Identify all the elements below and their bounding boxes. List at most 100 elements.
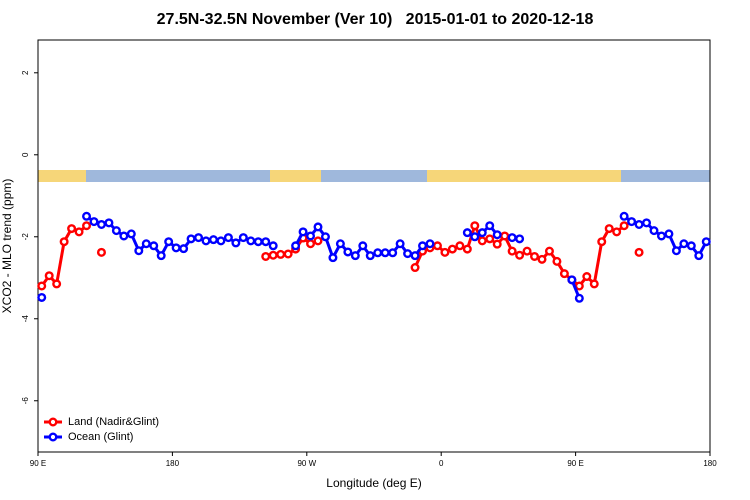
data-point — [119, 231, 129, 241]
data-point — [149, 241, 159, 251]
data-point — [537, 254, 547, 264]
data-point — [634, 247, 644, 257]
data-point — [208, 235, 218, 245]
data-point — [358, 241, 368, 251]
data-point — [492, 239, 502, 249]
data-point — [425, 239, 435, 249]
data-point — [67, 224, 77, 234]
legend-marker — [48, 432, 58, 442]
data-point — [320, 232, 330, 242]
data-point — [313, 222, 323, 232]
data-point — [37, 292, 47, 302]
data-point — [694, 251, 704, 261]
y-tick-label: -6 — [21, 397, 30, 405]
data-point — [462, 244, 472, 254]
data-point — [89, 217, 99, 227]
data-point — [96, 219, 106, 229]
x-tick-label: 90 E — [567, 459, 583, 468]
data-point — [306, 239, 316, 249]
data-point — [552, 256, 562, 266]
data-point — [111, 226, 121, 236]
data-point — [462, 228, 472, 238]
data-point — [574, 281, 584, 291]
data-point — [582, 272, 592, 282]
land-band — [38, 170, 86, 182]
data-point — [96, 247, 106, 257]
data-point — [37, 281, 47, 291]
data-point — [671, 246, 681, 256]
data-point — [634, 219, 644, 229]
land-band — [270, 170, 321, 182]
data-point — [141, 239, 151, 249]
data-point — [664, 229, 674, 239]
y-tick-label: -2 — [21, 233, 30, 241]
x-axis-label: Longitude (deg E) — [326, 476, 421, 490]
data-point — [395, 239, 405, 249]
data-point — [313, 236, 323, 246]
data-point — [306, 231, 316, 241]
data-point — [74, 227, 84, 237]
data-point — [283, 249, 293, 259]
data-point — [574, 293, 584, 303]
data-point — [126, 229, 136, 239]
data-point — [589, 279, 599, 289]
data-point — [522, 246, 532, 256]
data-point — [216, 236, 226, 246]
data-point — [343, 247, 353, 257]
data-point — [223, 233, 233, 243]
data-point — [597, 237, 607, 247]
x-tick-label: 0 — [439, 459, 444, 468]
data-point — [104, 218, 114, 228]
data-point — [447, 244, 457, 254]
data-point — [373, 248, 383, 258]
data-point — [567, 275, 577, 285]
x-tick-label: 180 — [703, 459, 717, 468]
data-point — [261, 251, 271, 261]
data-point — [328, 253, 338, 263]
data-point — [455, 241, 465, 251]
data-point — [507, 233, 517, 243]
data-point — [82, 211, 92, 221]
data-point — [432, 241, 442, 251]
data-point — [403, 249, 413, 259]
data-point — [485, 221, 495, 231]
data-point — [470, 221, 480, 231]
data-point — [52, 279, 62, 289]
plot-frame — [37, 39, 711, 453]
data-point — [268, 241, 278, 251]
data-point — [186, 234, 196, 244]
data-point — [642, 218, 652, 228]
x-tick-label: 90 E — [30, 459, 46, 468]
data-point — [276, 249, 286, 259]
data-point — [492, 230, 502, 240]
data-point — [544, 246, 554, 256]
data-point — [171, 243, 181, 253]
data-point — [619, 211, 629, 221]
data-point — [686, 241, 696, 251]
data-point — [238, 233, 248, 243]
data-point — [194, 233, 204, 243]
land-ocean-strip — [38, 170, 710, 182]
data-point — [656, 231, 666, 241]
data-point — [365, 251, 375, 261]
data-point — [253, 237, 263, 247]
data-point — [649, 226, 659, 236]
legend-label: Ocean (Glint) — [68, 431, 133, 443]
data-point — [164, 237, 174, 247]
data-point — [156, 251, 166, 261]
data-point — [619, 221, 629, 231]
data-point — [134, 246, 144, 256]
data-point — [470, 232, 480, 242]
data-point — [246, 236, 256, 246]
x-tick-label: 90 W — [297, 459, 316, 468]
data-point — [507, 246, 517, 256]
data-point — [380, 248, 390, 258]
y-axis-label: XCO2 - MLO trend (ppm) — [0, 179, 14, 314]
data-point — [261, 237, 271, 247]
data-point — [440, 247, 450, 257]
data-point — [559, 269, 569, 279]
y-tick-label: -4 — [21, 315, 30, 323]
legend-marker — [48, 417, 58, 427]
data-point — [477, 228, 487, 238]
